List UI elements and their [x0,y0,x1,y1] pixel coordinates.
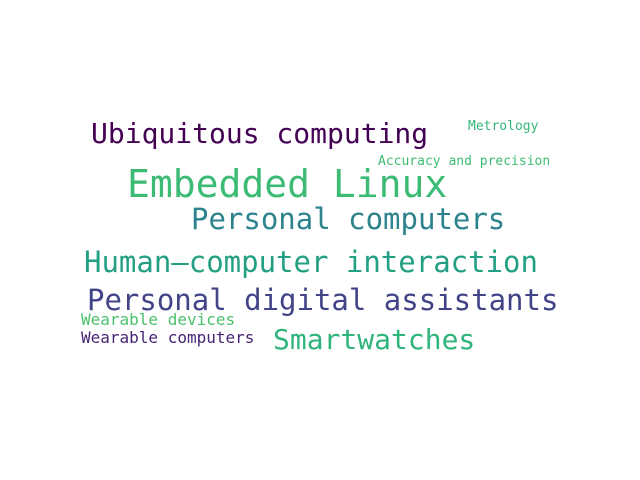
word-wearable-computers: Wearable computers [81,328,255,347]
word-personal-digital-assistants: Personal digital assistants [87,283,559,317]
word-wearable-devices: Wearable devices [81,310,236,329]
word-smartwatches: Smartwatches [273,323,476,356]
word-personal-computers: Personal computers [191,202,506,236]
word-accuracy-and-precision: Accuracy and precision [378,154,551,169]
word-ubiquitous-computing: Ubiquitous computing [91,117,429,150]
word-human-computer-interaction: Human–computer interaction [84,245,538,279]
word-metrology: Metrology [468,119,539,134]
word-embedded-linux: Embedded Linux [127,162,448,206]
